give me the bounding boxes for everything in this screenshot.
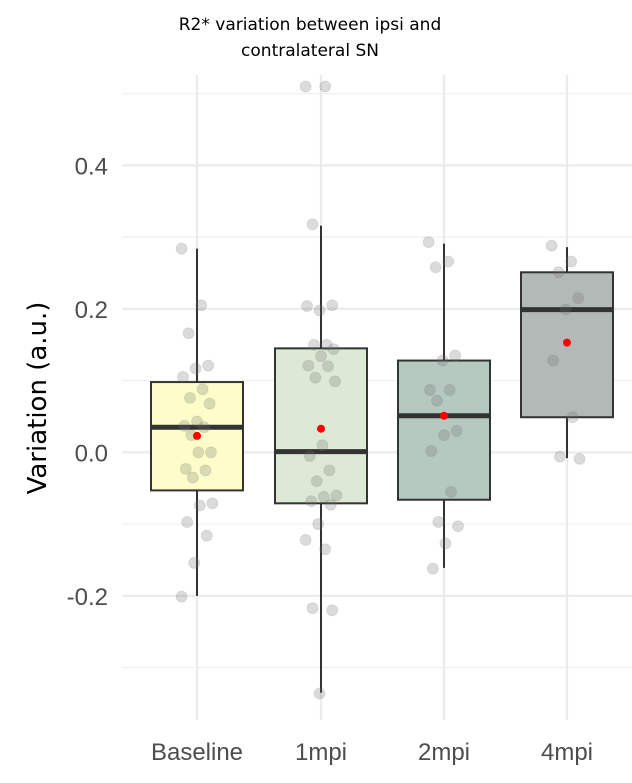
data-point [301, 300, 313, 313]
data-point [186, 471, 199, 484]
data-point [330, 489, 343, 502]
data-point [177, 371, 189, 384]
data-point [316, 439, 329, 452]
data-point [181, 515, 194, 528]
data-point [547, 354, 559, 367]
y-axis-label: Variation (a.u.) [23, 302, 53, 495]
data-point [205, 446, 217, 459]
data-point [439, 537, 452, 550]
data-point [306, 218, 319, 231]
data-point [198, 421, 210, 434]
data-point [308, 338, 320, 351]
chart-title: R2* variation between ipsi and contralat… [178, 15, 442, 61]
y-tick-label: 0.4 [75, 153, 108, 180]
data-point [303, 449, 316, 462]
data-point [322, 360, 334, 373]
data-point [329, 375, 341, 388]
data-point [438, 429, 450, 442]
data-point [327, 343, 340, 356]
data-point [566, 411, 579, 424]
mean-marker [440, 411, 448, 420]
data-point [320, 338, 333, 351]
data-point [319, 80, 332, 93]
data-point [425, 444, 438, 457]
data-point [442, 255, 455, 268]
data-point [175, 242, 188, 255]
data-point [554, 450, 566, 463]
box-2mpi [397, 359, 491, 501]
data-point [306, 602, 319, 615]
data-point [192, 446, 205, 459]
data-point [445, 485, 457, 498]
data-point [202, 359, 215, 372]
data-point [565, 255, 578, 268]
data-point [313, 304, 326, 317]
data-point [196, 383, 209, 396]
data-point [429, 261, 442, 274]
data-point [182, 327, 195, 340]
data-point [326, 299, 339, 312]
data-point [326, 604, 339, 617]
y-tick-label: 0.2 [75, 297, 108, 324]
data-point [206, 497, 219, 510]
data-point [178, 419, 191, 432]
data-point [200, 529, 213, 542]
mean-marker [563, 338, 571, 347]
data-point [195, 299, 208, 312]
x-tick-label: Baseline [151, 739, 243, 766]
data-point [175, 590, 188, 603]
data-point [552, 266, 565, 279]
data-point [299, 80, 312, 93]
data-point [312, 518, 325, 531]
data-point [188, 556, 201, 569]
data-point [422, 236, 435, 249]
data-point [193, 499, 206, 512]
data-point [179, 462, 192, 475]
data-point [323, 464, 336, 477]
x-tick-label: 1mpi [295, 739, 347, 766]
data-point [432, 515, 445, 528]
data-point [424, 383, 436, 396]
data-point [436, 354, 449, 367]
data-point [191, 415, 203, 428]
data-point [324, 498, 337, 511]
data-point [573, 452, 586, 465]
data-point [305, 495, 318, 508]
data-point [184, 391, 196, 404]
data-point [426, 562, 439, 575]
data-point [431, 394, 443, 407]
data-point [309, 371, 322, 384]
data-point [452, 520, 464, 533]
data-point [199, 464, 212, 477]
data-point [319, 543, 332, 556]
x-tick-label: 2mpi [418, 739, 470, 766]
mean-marker [317, 424, 325, 433]
data-point [313, 687, 326, 700]
data-point [545, 239, 558, 252]
data-point [450, 424, 463, 437]
x-tick-label: 4mpi [541, 739, 593, 766]
mean-marker [193, 431, 201, 440]
data-point [299, 533, 312, 546]
data-point [317, 490, 330, 503]
data-point [449, 349, 462, 362]
data-point [310, 475, 323, 488]
data-point [302, 359, 315, 372]
y-tick-label: 0.0 [75, 440, 108, 467]
data-point [315, 350, 327, 363]
data-point [559, 303, 572, 316]
y-tick-label: -0.2 [67, 584, 108, 611]
data-point [572, 292, 585, 305]
data-point [443, 383, 456, 396]
data-point [189, 362, 202, 375]
data-point [203, 397, 216, 410]
